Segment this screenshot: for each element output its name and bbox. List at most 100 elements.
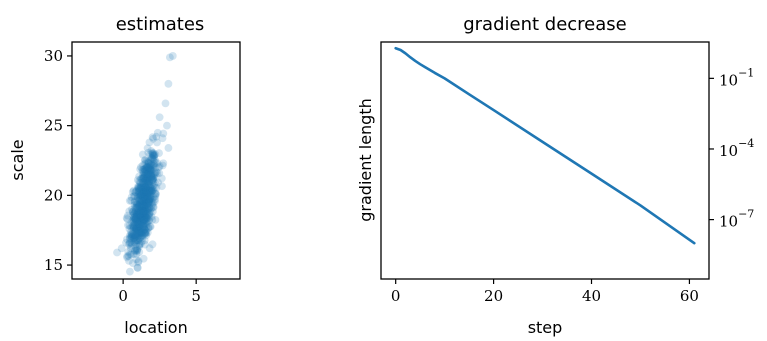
- scatter-point: [128, 188, 137, 196]
- scatter-point: [139, 200, 148, 209]
- scatter-point: [138, 183, 146, 192]
- scatter-point: [137, 199, 146, 208]
- scatter-point: [143, 174, 152, 183]
- scatter-point: [141, 188, 150, 196]
- scatter-point: [141, 229, 150, 238]
- scatter-point: [139, 186, 147, 195]
- scatter-point: [142, 163, 151, 172]
- scatter-point: [144, 196, 153, 205]
- scatter-point: [138, 216, 146, 225]
- scatter-point: [136, 191, 145, 200]
- scatter-point: [137, 213, 146, 222]
- scatter-point: [164, 144, 173, 152]
- scatter-point: [131, 236, 140, 245]
- scatter-point: [153, 159, 162, 167]
- scatter-point: [146, 222, 154, 231]
- scatter-point: [145, 174, 154, 182]
- scatter-point: [143, 177, 152, 185]
- scatter-point: [138, 214, 147, 223]
- scatter-point: [139, 207, 147, 216]
- scatter-point: [138, 209, 147, 218]
- scatter-point: [127, 230, 136, 238]
- scatter-point: [135, 227, 143, 235]
- scatter-point: [144, 185, 153, 194]
- scatter-point: [142, 174, 151, 183]
- scatter-point: [140, 197, 149, 206]
- scatter-point: [140, 188, 149, 197]
- scatter-point: [149, 202, 158, 211]
- scatter-point: [128, 240, 137, 249]
- scatter-point: [146, 181, 155, 190]
- scatter-xlabel: location: [124, 318, 187, 337]
- scatter-point: [132, 223, 141, 232]
- scatter-point: [136, 178, 144, 187]
- scatter-point: [141, 191, 150, 200]
- scatter-point: [146, 168, 155, 177]
- scatter-point: [137, 232, 146, 241]
- scatter-point: [133, 215, 142, 224]
- scatter-point: [145, 165, 154, 174]
- scatter-y-ticks: 15 20 25 30: [44, 47, 72, 274]
- gradient-x-tick-label: 20: [484, 287, 503, 305]
- scatter-point: [137, 205, 146, 214]
- scatter-point: [128, 205, 136, 214]
- scatter-point: [145, 178, 154, 187]
- scatter-point: [141, 193, 150, 201]
- scatter-point: [126, 250, 134, 258]
- scatter-point: [144, 158, 153, 167]
- scatter-point: [148, 176, 157, 184]
- scatter-point: [151, 150, 160, 159]
- scatter-point: [134, 194, 143, 203]
- scatter-point: [134, 212, 143, 220]
- scatter-frame: [71, 41, 241, 280]
- scatter-point: [145, 211, 153, 220]
- scatter-point: [136, 210, 145, 219]
- gradient-x-tick-label: 60: [680, 287, 699, 305]
- scatter-point: [142, 226, 150, 235]
- scatter-point: [147, 186, 156, 195]
- scatter-point: [132, 255, 141, 264]
- scatter-point: [139, 193, 148, 201]
- scatter-point: [147, 154, 156, 163]
- scatter-point: [137, 225, 146, 234]
- scatter-point: [136, 200, 145, 208]
- scatter-point: [141, 183, 150, 192]
- scatter-point: [152, 189, 160, 198]
- scatter-point: [142, 219, 151, 228]
- scatter-point: [141, 240, 149, 249]
- scatter-point: [134, 208, 143, 217]
- scatter-point: [136, 226, 145, 235]
- scatter-point: [126, 230, 135, 239]
- scatter-point: [150, 168, 159, 177]
- scatter-point: [134, 220, 143, 229]
- scatter-point: [137, 191, 145, 200]
- scatter-point: [134, 187, 143, 196]
- scatter-point: [141, 197, 150, 206]
- scatter-point: [138, 192, 147, 201]
- scatter-point: [143, 179, 152, 188]
- scatter-point: [143, 179, 152, 187]
- scatter-point: [139, 174, 148, 183]
- scatter-point: [141, 229, 150, 238]
- scatter-point: [134, 184, 143, 193]
- scatter-point: [139, 190, 148, 199]
- scatter-point: [128, 216, 137, 225]
- scatter-point: [137, 220, 146, 229]
- scatter-point: [135, 200, 144, 209]
- scatter-point: [130, 192, 139, 201]
- scatter-point: [117, 244, 126, 253]
- scatter-y-tick-label: 30: [44, 47, 63, 65]
- scatter-point: [140, 156, 149, 165]
- scatter-point: [144, 170, 153, 179]
- scatter-point: [140, 187, 149, 196]
- gradient-y-tick-exponent: −7: [738, 208, 754, 221]
- scatter-point: [139, 207, 148, 216]
- scatter-point: [126, 235, 134, 243]
- scatter-point: [142, 174, 151, 183]
- scatter-point: [128, 230, 137, 239]
- scatter-point: [134, 217, 142, 226]
- scatter-point: [139, 177, 148, 186]
- scatter-point: [125, 267, 134, 276]
- scatter-point: [144, 224, 153, 233]
- scatter-point: [138, 167, 147, 176]
